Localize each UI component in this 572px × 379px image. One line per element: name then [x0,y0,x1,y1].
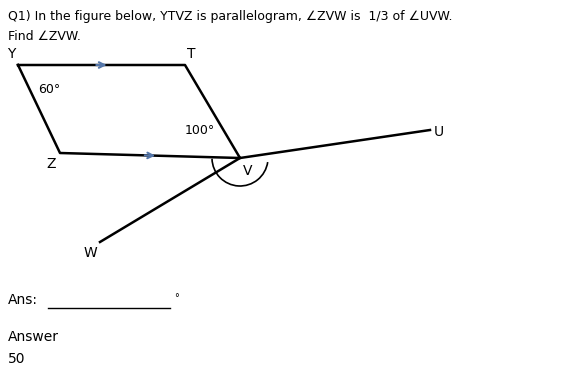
Text: Q1) In the figure below, YTVZ is parallelogram, ∠ZVW is  1/3 of ∠UVW.: Q1) In the figure below, YTVZ is paralle… [8,10,452,23]
Text: 100°: 100° [185,124,215,136]
Text: T: T [187,47,196,61]
Text: W: W [84,246,97,260]
Text: 60°: 60° [38,83,60,96]
Text: Find ∠ZVW.: Find ∠ZVW. [8,30,81,43]
Text: °: ° [174,293,178,303]
Text: Z: Z [46,157,56,171]
Text: Y: Y [7,47,15,61]
Text: Ans:: Ans: [8,293,38,307]
Text: U: U [434,125,444,139]
Text: V: V [243,164,252,178]
Text: 50: 50 [8,352,26,366]
Text: Answer: Answer [8,330,59,344]
